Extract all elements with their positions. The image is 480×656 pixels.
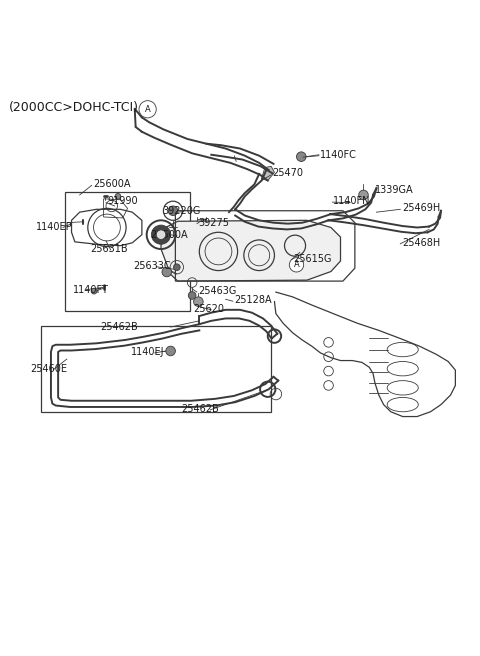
Text: 25460E: 25460E — [30, 363, 67, 374]
Bar — [65, 192, 190, 311]
Circle shape — [115, 194, 121, 199]
Polygon shape — [262, 166, 275, 180]
Text: 1140FT: 1140FT — [73, 285, 109, 295]
Circle shape — [168, 206, 178, 216]
Text: (2000CC>DOHC-TCI): (2000CC>DOHC-TCI) — [9, 100, 139, 113]
Circle shape — [193, 297, 203, 306]
Circle shape — [152, 225, 170, 244]
Text: 1140FC: 1140FC — [321, 150, 357, 160]
Text: 25615G: 25615G — [294, 254, 332, 264]
Polygon shape — [161, 220, 340, 281]
Text: 91990: 91990 — [107, 196, 138, 206]
Text: 1140FN: 1140FN — [333, 196, 371, 206]
Circle shape — [297, 152, 306, 161]
Circle shape — [162, 267, 171, 277]
Circle shape — [139, 100, 156, 118]
Text: 25631B: 25631B — [91, 244, 128, 254]
Text: 25600A: 25600A — [93, 180, 131, 190]
Text: 1140EP: 1140EP — [36, 222, 72, 232]
Circle shape — [359, 190, 368, 199]
Circle shape — [91, 288, 97, 294]
Circle shape — [166, 346, 175, 356]
Circle shape — [156, 230, 166, 239]
Text: A: A — [294, 260, 300, 270]
Text: A: A — [145, 105, 151, 113]
Text: 1140EJ: 1140EJ — [131, 347, 164, 357]
Text: 1339GA: 1339GA — [375, 185, 414, 195]
Text: 25463G: 25463G — [198, 286, 237, 296]
Circle shape — [188, 292, 196, 299]
Circle shape — [289, 258, 304, 272]
Text: 25128A: 25128A — [234, 295, 271, 305]
Text: 25462B: 25462B — [100, 321, 137, 331]
Text: 25468H: 25468H — [402, 238, 440, 248]
Text: 25500A: 25500A — [151, 230, 188, 239]
Text: 39220G: 39220G — [162, 206, 200, 216]
Text: 25470: 25470 — [273, 169, 303, 178]
Text: 25633C: 25633C — [134, 261, 171, 271]
Text: 25462B: 25462B — [181, 404, 219, 415]
Text: 39275: 39275 — [198, 218, 229, 228]
Bar — [41, 325, 271, 412]
Text: 25620: 25620 — [193, 304, 225, 314]
Text: 25469H: 25469H — [402, 203, 440, 213]
Circle shape — [173, 264, 180, 270]
